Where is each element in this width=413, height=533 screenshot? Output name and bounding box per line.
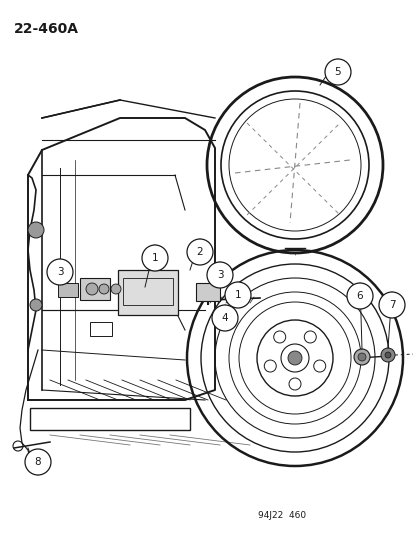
Circle shape (324, 59, 350, 85)
Circle shape (111, 284, 121, 294)
Text: 5: 5 (334, 67, 340, 77)
Circle shape (287, 351, 301, 365)
Text: 4: 4 (221, 313, 228, 323)
Text: 94J22  460: 94J22 460 (257, 511, 305, 520)
Circle shape (224, 282, 250, 308)
Text: 8: 8 (35, 457, 41, 467)
FancyBboxPatch shape (118, 270, 178, 315)
FancyBboxPatch shape (80, 278, 110, 300)
Circle shape (384, 352, 390, 358)
Text: 2: 2 (196, 247, 203, 257)
Text: 6: 6 (356, 291, 363, 301)
Text: 1: 1 (151, 253, 158, 263)
Circle shape (380, 348, 394, 362)
Text: 3: 3 (57, 267, 63, 277)
Circle shape (47, 259, 73, 285)
Circle shape (357, 353, 365, 361)
Circle shape (28, 222, 44, 238)
Circle shape (187, 239, 212, 265)
Circle shape (378, 292, 404, 318)
Circle shape (353, 349, 369, 365)
Circle shape (25, 449, 51, 475)
Text: 1: 1 (234, 290, 241, 300)
Circle shape (30, 299, 42, 311)
Circle shape (211, 305, 237, 331)
FancyBboxPatch shape (195, 283, 219, 301)
Circle shape (99, 284, 109, 294)
Circle shape (86, 283, 98, 295)
FancyBboxPatch shape (58, 283, 78, 297)
Circle shape (142, 245, 168, 271)
Text: 22-460A: 22-460A (14, 22, 79, 36)
Text: 3: 3 (216, 270, 223, 280)
Text: 7: 7 (388, 300, 394, 310)
Circle shape (346, 283, 372, 309)
Circle shape (206, 262, 233, 288)
